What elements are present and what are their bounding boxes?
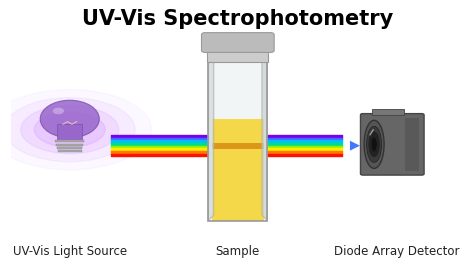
FancyBboxPatch shape [201,33,274,52]
Polygon shape [208,56,214,221]
Ellipse shape [371,137,377,151]
Text: Diode Array Detector: Diode Array Detector [334,245,460,258]
Bar [405,118,419,171]
Text: Sample: Sample [216,245,260,258]
Bar [212,119,264,221]
Ellipse shape [364,120,384,168]
FancyBboxPatch shape [57,124,82,140]
Bar [56,144,83,146]
Ellipse shape [366,126,382,162]
Ellipse shape [4,97,135,162]
Bar [212,143,264,149]
Bar [372,109,404,115]
Ellipse shape [21,106,119,154]
Text: UV-Vis Spectrophotometry: UV-Vis Spectrophotometry [82,9,393,29]
Ellipse shape [0,90,152,170]
Ellipse shape [34,112,105,147]
Bar [208,60,267,221]
FancyBboxPatch shape [361,114,424,175]
Polygon shape [208,56,267,60]
Ellipse shape [369,132,379,157]
FancyBboxPatch shape [208,50,268,62]
Bar [57,147,82,149]
Ellipse shape [40,100,99,138]
Ellipse shape [53,108,64,114]
Polygon shape [262,56,267,221]
Bar [208,60,267,221]
Bar [58,150,82,152]
Bar [55,140,84,143]
Text: UV-Vis Light Source: UV-Vis Light Source [13,245,127,258]
